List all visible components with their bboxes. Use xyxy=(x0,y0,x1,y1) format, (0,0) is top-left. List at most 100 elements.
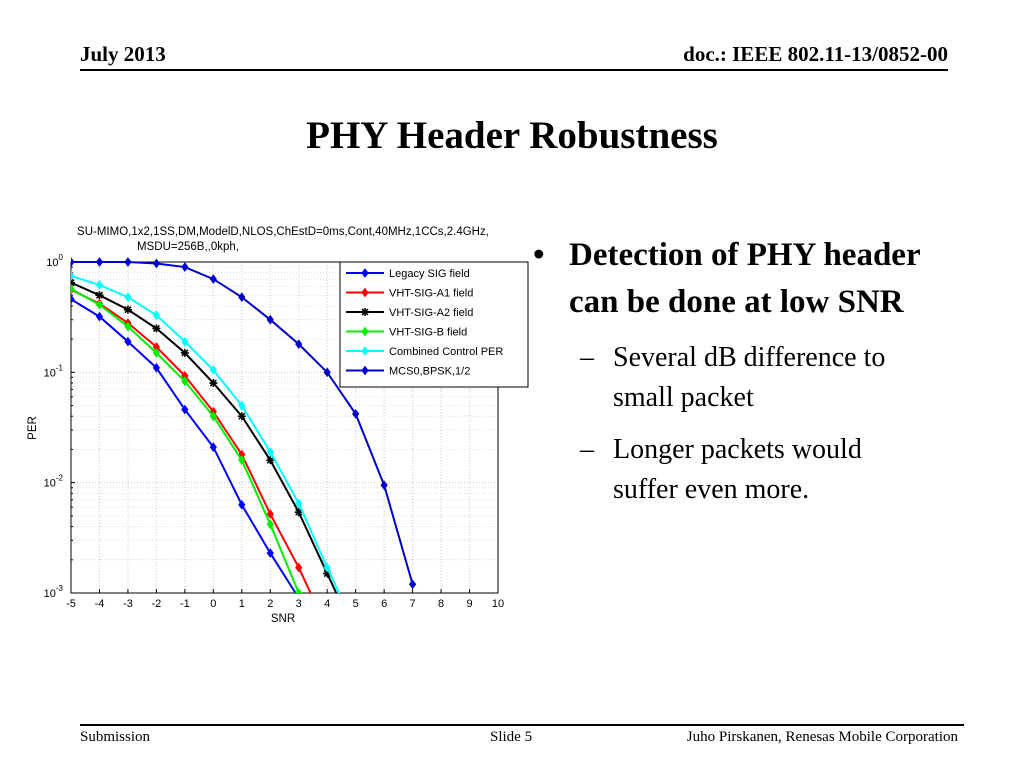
data-point xyxy=(95,299,104,310)
data-point xyxy=(295,498,303,509)
x-tick-label: -2 xyxy=(152,598,162,610)
series-line xyxy=(71,288,312,593)
legend-entry: VHT-SIG-A1 field xyxy=(346,288,473,300)
x-tick-label: -1 xyxy=(180,598,190,610)
legend-label: Legacy SIG field xyxy=(389,268,470,280)
data-point xyxy=(266,456,275,465)
footer-slide-number: Slide 5 xyxy=(490,729,533,745)
x-tick-label: 1 xyxy=(239,598,245,610)
sub-bullet-item: – Longer packets would suffer even more. xyxy=(533,430,933,510)
sub-bullet-item: – Several dB difference to small packet xyxy=(533,338,933,418)
header-doc-number: doc.: IEEE 802.11-13/0852-00 xyxy=(683,42,948,66)
data-point xyxy=(181,376,189,387)
data-point xyxy=(294,508,303,517)
plot-frame xyxy=(70,261,499,594)
x-tick-label: 8 xyxy=(438,598,444,610)
header-rule xyxy=(80,69,948,71)
data-point xyxy=(124,257,132,267)
data-point xyxy=(123,305,132,314)
data-point xyxy=(361,287,369,298)
x-tick-label: 4 xyxy=(324,598,330,610)
data-point xyxy=(181,404,189,415)
data-point xyxy=(95,280,104,290)
data-point xyxy=(124,336,132,347)
data-point xyxy=(361,326,369,337)
data-point xyxy=(152,348,161,358)
data-point xyxy=(181,262,189,272)
dash-marker: – xyxy=(580,434,594,465)
x-tick-label: -4 xyxy=(95,598,105,610)
x-tick-label: 7 xyxy=(410,598,416,610)
x-tick-label: 6 xyxy=(381,598,387,610)
legend-label: Combined Control PER xyxy=(389,346,503,358)
data-point xyxy=(95,257,104,267)
data-point xyxy=(361,346,369,356)
data-point xyxy=(209,365,217,375)
slide-title: PHY Header Robustness xyxy=(306,114,718,157)
legend: Legacy SIG field VHT-SIG-A1 field VHT-SIG-… xyxy=(339,261,529,388)
data-point xyxy=(71,284,75,294)
data-point xyxy=(266,314,274,325)
data-point xyxy=(180,348,189,357)
legend-entry: MCS0,BPSK,1/2 xyxy=(346,366,470,378)
data-point xyxy=(209,379,218,388)
legend-entry: VHT-SIG-B field xyxy=(346,327,467,339)
data-point xyxy=(152,362,161,373)
footer-submission: Submission xyxy=(80,729,151,745)
x-tick-label: -3 xyxy=(123,598,133,610)
data-point xyxy=(209,274,217,284)
data-point xyxy=(323,367,331,378)
data-point xyxy=(295,562,303,573)
series-combined-control-per xyxy=(71,270,341,593)
series-vht-sig-b-field xyxy=(71,284,303,593)
data-point xyxy=(238,499,246,510)
data-point xyxy=(181,336,189,347)
x-tick-label: -5 xyxy=(66,598,76,610)
data-point xyxy=(124,321,132,332)
series-mcs0-bpsk-1-2 xyxy=(71,257,417,590)
legend-label: VHT-SIG-A1 field xyxy=(389,288,473,300)
data-point xyxy=(238,400,246,411)
dash-marker: – xyxy=(580,342,594,373)
legend-label: VHT-SIG-B field xyxy=(389,327,467,339)
x-axis-label: SNR xyxy=(271,613,295,625)
bullet-list: • Detection of PHY header can be done at… xyxy=(533,232,933,510)
footer-rule xyxy=(80,724,964,726)
data-point xyxy=(95,311,104,322)
data-point xyxy=(380,480,388,490)
data-point xyxy=(266,509,274,519)
x-tick-label: 3 xyxy=(296,598,302,610)
data-point xyxy=(95,291,104,300)
sub-bullet-text: Several dB difference to small packet xyxy=(613,342,886,413)
series-layer xyxy=(71,257,417,593)
data-point xyxy=(237,412,246,421)
data-point xyxy=(209,411,217,422)
data-point xyxy=(266,447,274,457)
y-tick-label: 10-3 xyxy=(44,584,64,600)
x-tick-label: 5 xyxy=(353,598,359,610)
header-date: July 2013 xyxy=(80,42,166,66)
data-point xyxy=(209,442,217,452)
data-point xyxy=(323,562,331,573)
data-point xyxy=(295,339,303,350)
data-point xyxy=(361,365,369,376)
data-point xyxy=(152,310,161,320)
bullet-text: Detection of PHY header can be done at l… xyxy=(569,237,920,320)
legend-entry: VHT-SIG-A2 field xyxy=(346,307,473,319)
chart-title: SU-MIMO,1x2,1SS,DM,ModelD,NLOS,ChEstD=0m… xyxy=(77,226,489,238)
y-tick-label: 100 xyxy=(46,253,63,269)
series-legacy-sig-field xyxy=(71,294,297,593)
data-point xyxy=(266,548,274,558)
legend-label: MCS0,BPSK,1/2 xyxy=(389,366,470,378)
data-point xyxy=(323,569,332,578)
data-point xyxy=(238,455,246,465)
data-point xyxy=(71,257,75,267)
bullet-dot: • xyxy=(533,237,545,273)
x-tick-label: 0 xyxy=(210,598,216,610)
data-point xyxy=(361,308,369,316)
x-tick-label: 9 xyxy=(466,598,472,610)
x-tick-label: 10 xyxy=(492,598,504,610)
data-point xyxy=(124,292,132,303)
data-point xyxy=(295,588,303,593)
